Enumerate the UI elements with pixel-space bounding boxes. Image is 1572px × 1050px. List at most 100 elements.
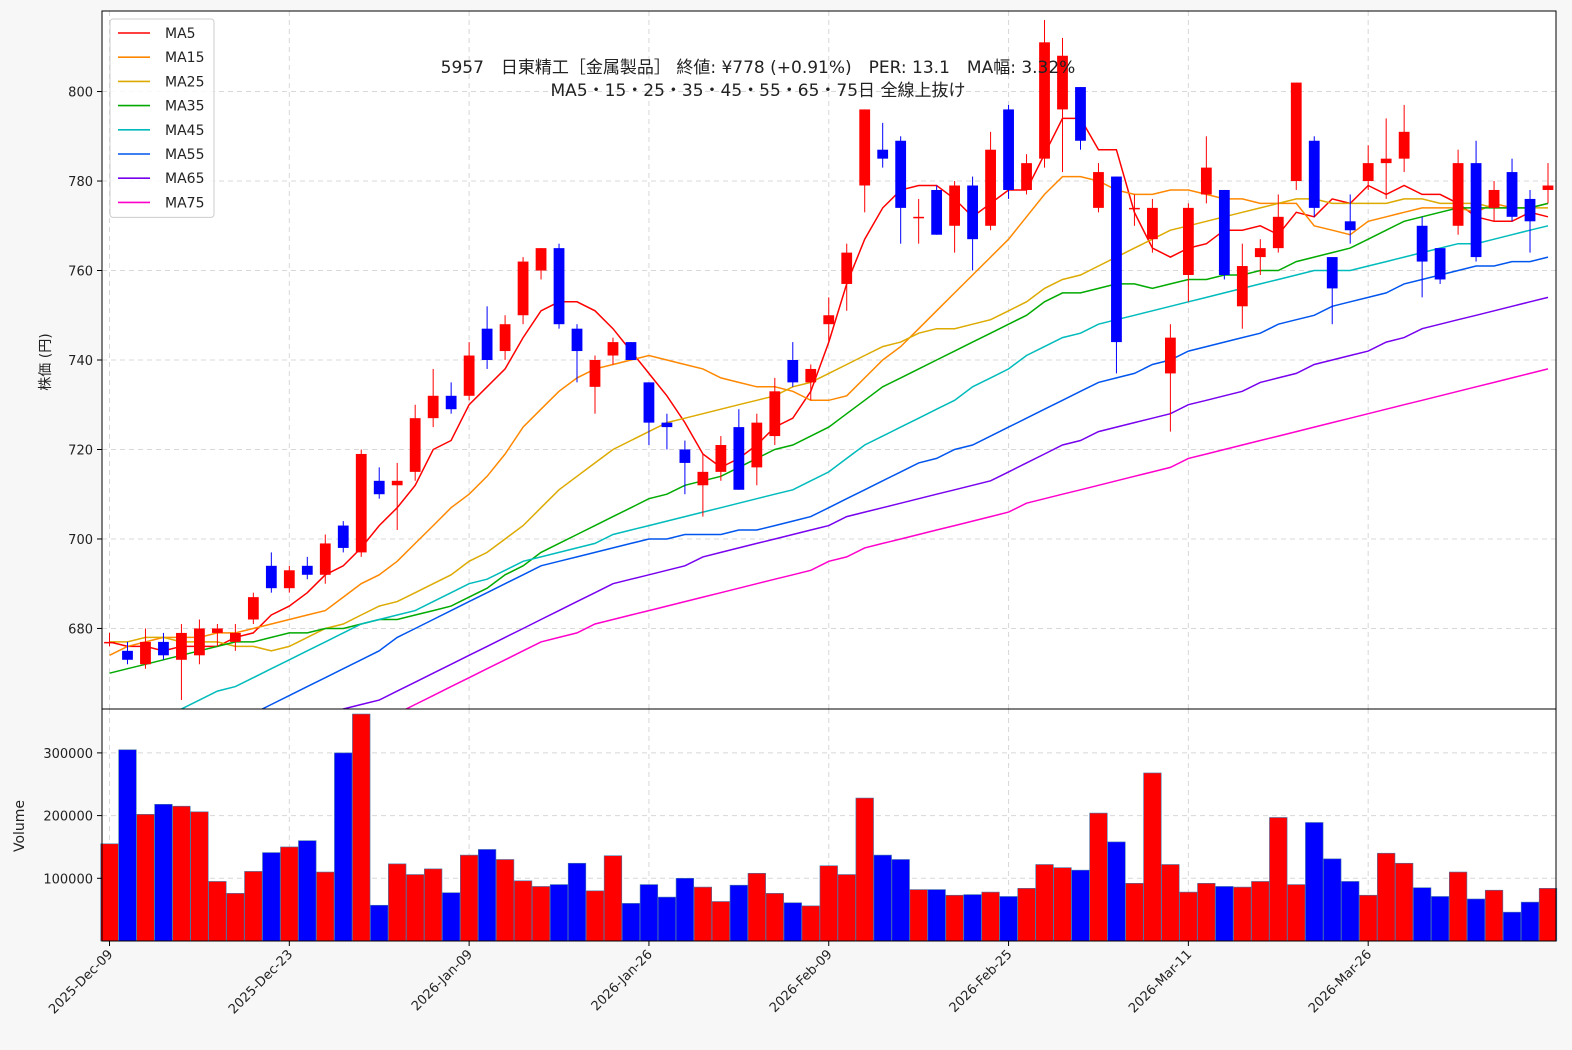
- candle-body: [1254, 248, 1266, 258]
- candle-body: [715, 445, 727, 472]
- candle-body: [877, 149, 889, 159]
- volume-bar: [1395, 862, 1414, 942]
- volume-bar: [909, 889, 928, 942]
- candle-body: [625, 342, 637, 360]
- volume-bar: [657, 896, 677, 942]
- candle-body: [499, 324, 511, 352]
- volume-bar: [280, 846, 299, 942]
- candle-body: [1111, 176, 1122, 343]
- volume-bar: [639, 884, 659, 942]
- price-tick-label: 700: [68, 533, 93, 548]
- volume-bar: [1053, 867, 1072, 942]
- volume-bar: [729, 884, 748, 942]
- volume-bar: [208, 881, 227, 942]
- volume-bar: [190, 811, 209, 942]
- volume-bar: [1323, 858, 1342, 942]
- volume-bar: [1377, 852, 1396, 942]
- chart-title-line1: 5957 日東精工［金属製品］ 終値: ¥778 (+0.91%) PER: 1…: [441, 58, 1076, 78]
- ma15-line: [109, 175, 1549, 656]
- candle-body: [1416, 225, 1428, 262]
- volume-bar: [298, 840, 317, 942]
- candle-body: [931, 189, 943, 235]
- price-tick-label: 800: [68, 86, 93, 101]
- candle-body: [481, 328, 493, 360]
- price-panel: [102, 11, 1556, 709]
- volume-bar: [999, 896, 1018, 942]
- candle-body: [805, 368, 817, 383]
- volume-bar: [226, 893, 245, 942]
- candle-body: [463, 355, 475, 396]
- legend-label: MA25: [165, 74, 204, 90]
- candle-body: [607, 342, 619, 356]
- candle-body: [1524, 198, 1536, 222]
- volume-bar: [1466, 898, 1486, 942]
- candle-body: [949, 185, 961, 226]
- ma55-line: [260, 256, 1549, 709]
- volume-bar: [603, 855, 623, 942]
- volume-bar: [585, 890, 605, 942]
- volume-bar: [549, 884, 569, 942]
- candle-body: [427, 395, 439, 419]
- chart-title-line2: MA5・15・25・35・45・55・65・75日 全線上抜け: [551, 81, 966, 101]
- volume-bar: [819, 865, 838, 942]
- volume-bar: [1197, 883, 1216, 942]
- candle-body: [1326, 257, 1338, 289]
- ma35-line: [109, 202, 1549, 674]
- price-tick-label: 760: [68, 265, 93, 280]
- legend-label: MA35: [165, 99, 204, 115]
- volume-bar: [765, 893, 784, 942]
- candle-body: [1308, 140, 1320, 208]
- volume-bar: [136, 814, 155, 942]
- volume-bar: [352, 713, 371, 942]
- legend-label: MA5: [165, 26, 196, 42]
- volume-bar: [1107, 841, 1126, 942]
- price-tick-label: 740: [68, 354, 93, 369]
- ma25-line: [109, 198, 1548, 652]
- legend-label: MA55: [165, 147, 204, 163]
- volume-axis-title: Volume: [12, 800, 28, 852]
- volume-bar: [1215, 886, 1234, 942]
- volume-bar: [1431, 896, 1450, 942]
- volume-bar: [1161, 864, 1180, 942]
- candle-body: [967, 185, 978, 240]
- volume-bar: [1484, 889, 1504, 942]
- ma65-line: [340, 296, 1549, 709]
- candle-body: [1470, 163, 1482, 258]
- candle-body: [1290, 82, 1302, 182]
- volume-bar: [442, 892, 461, 942]
- volume-bar: [531, 886, 551, 942]
- volume-panel-frame: [101, 708, 1557, 942]
- volume-bar: [370, 904, 389, 942]
- volume-bar: [801, 905, 820, 942]
- volume-bar: [621, 903, 641, 942]
- volume-bar: [567, 862, 587, 942]
- volume-bar: [1538, 888, 1558, 942]
- candle-body: [1506, 172, 1518, 217]
- candle-body: [571, 328, 583, 352]
- volume-bar: [891, 859, 910, 942]
- candle-body: [679, 449, 691, 463]
- volume-bar: [477, 849, 497, 942]
- candle-body: [283, 570, 295, 589]
- candle-body: [733, 427, 745, 490]
- volume-bar: [1520, 901, 1540, 942]
- legend-box: [109, 18, 215, 218]
- legend-label: MA15: [165, 50, 204, 66]
- candle-body: [319, 543, 331, 575]
- candle-body: [1452, 163, 1464, 226]
- volume-bar: [1269, 817, 1288, 942]
- volume-bar: [1125, 883, 1144, 942]
- candle-body: [751, 422, 763, 468]
- candle-body: [517, 261, 529, 316]
- candle-body: [265, 565, 277, 589]
- candle-body: [859, 109, 871, 186]
- candle-body: [1057, 55, 1068, 110]
- legend-label: MA75: [165, 195, 204, 211]
- candle-body: [553, 248, 565, 325]
- candle-body: [104, 641, 115, 644]
- volume-bar: [244, 871, 263, 942]
- candle-body: [1488, 189, 1500, 208]
- volume-bar: [1071, 869, 1090, 942]
- ma45-line: [179, 225, 1549, 709]
